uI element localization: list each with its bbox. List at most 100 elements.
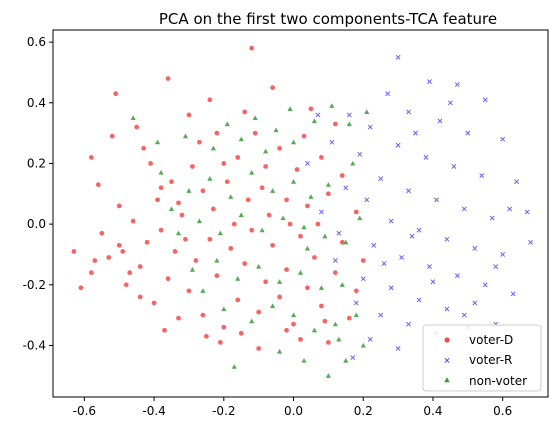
chart-title: PCA on the first two components-TCA feat… [159,10,497,28]
data-point [409,233,415,239]
data-point [364,109,370,114]
data-point [325,373,331,378]
data-point [433,197,439,203]
data-point [162,327,167,333]
data-point [378,312,384,318]
data-point [238,136,244,142]
points-layer [71,45,534,378]
data-point [88,154,94,160]
data-point [231,221,237,227]
data-point [427,264,432,270]
data-point [284,197,289,203]
data-point [343,185,349,191]
data-point [319,303,324,309]
data-point [106,255,112,260]
data-point [416,227,422,233]
y-tick-label: 0.6 [27,35,46,49]
data-point [263,164,269,169]
data-point [137,294,143,300]
data-point [454,82,460,88]
data-point [312,255,317,260]
data-point [130,115,136,121]
data-point [249,318,255,324]
data-point [95,182,101,188]
x-tick-label: -0.6 [73,404,96,418]
data-point [217,230,223,236]
y-tick-label: -0.4 [23,338,46,352]
data-point [123,282,129,288]
data-point [270,303,276,309]
data-point [113,91,119,97]
legend-marker-x [444,357,450,363]
data-point [172,249,178,254]
data-point [437,118,443,124]
data-point [165,76,171,81]
data-point [200,188,206,194]
data-point [290,139,297,145]
data-point [427,79,432,85]
data-point [507,206,513,212]
plot-area: -0.6 -0.4 -0.2 0.0 0.2 0.4 0.6 -0.4 -0.2 0.0 0.2 0… [23,29,549,418]
data-point [120,249,126,254]
x-tick-label: 0.0 [284,404,303,418]
data-point [423,154,429,160]
data-point [196,218,203,224]
data-point [214,273,220,279]
data-point [346,112,352,118]
data-point [318,285,325,290]
data-point [221,161,227,166]
legend-label: non-voter [469,374,527,388]
data-point [454,273,460,279]
data-point [158,227,164,233]
data-point [329,139,335,145]
data-point [395,142,401,148]
x-tick-label: -0.2 [212,404,235,418]
data-point [325,340,331,345]
data-point [395,54,401,60]
data-point [298,233,303,239]
data-point [528,239,534,245]
data-point [210,206,216,212]
data-point [406,321,412,327]
data-point [277,294,282,300]
y-tick-label: 0.0 [27,217,46,231]
data-point [395,346,401,351]
data-point [357,151,363,157]
data-point [350,160,356,166]
data-point [238,330,244,336]
data-point [197,139,202,145]
data-point [451,164,457,169]
data-point [350,355,356,361]
data-point [71,249,77,254]
data-point [406,109,412,115]
data-point [472,300,478,306]
data-point [291,321,296,327]
data-point [339,173,345,178]
data-point [189,267,196,272]
data-point [235,276,241,281]
data-point [183,236,188,242]
data-point [332,121,338,127]
data-point [493,264,499,270]
data-point [168,206,175,212]
data-point [154,139,161,145]
data-point [388,285,394,291]
data-point [155,197,160,203]
data-point [332,258,338,263]
data-point [127,270,133,276]
data-point [290,179,297,184]
data-point [500,251,506,257]
data-point [193,258,199,263]
data-point [360,258,366,263]
data-point [224,121,230,127]
data-point [353,288,359,294]
data-point [207,176,213,181]
data-point [221,306,227,312]
data-point [134,124,140,130]
data-point [165,276,171,282]
data-point [308,194,314,199]
data-point [109,133,115,139]
data-point [332,270,338,276]
data-point [259,227,265,233]
data-point [186,288,192,294]
